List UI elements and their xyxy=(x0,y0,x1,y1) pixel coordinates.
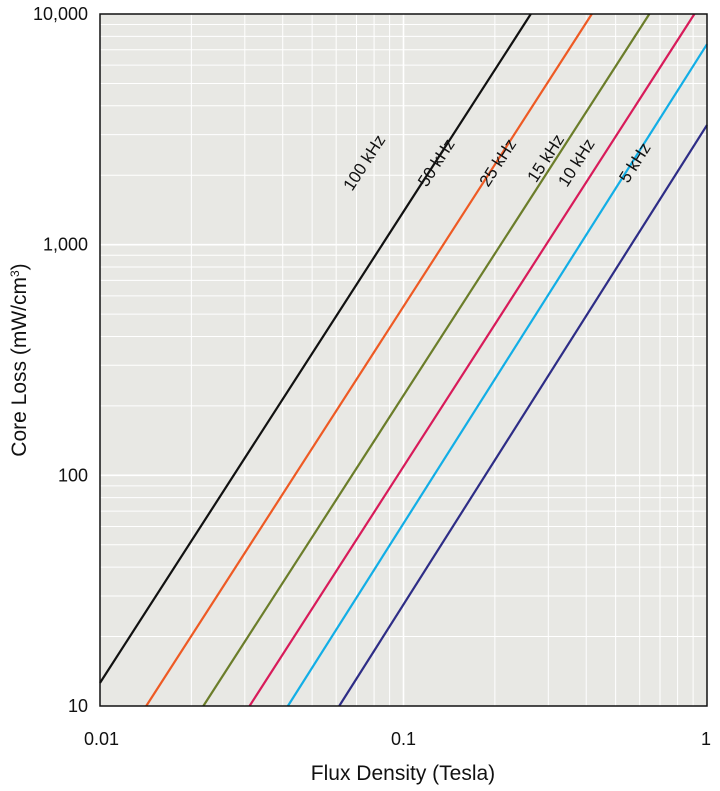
plot-frame xyxy=(99,13,708,707)
x-tick-label: 0.1 xyxy=(391,729,416,749)
y-axis-label: Core Loss (mW/cm3) xyxy=(8,263,31,456)
y-tick-labels: 10 100 1,000 10,000 xyxy=(33,4,88,716)
x-axis-label: Flux Density (Tesla) xyxy=(311,762,495,785)
y-tick-label: 10 xyxy=(68,696,88,716)
gridlines xyxy=(100,14,707,706)
data-lines xyxy=(99,13,708,707)
x-tick-label: 1 xyxy=(701,729,711,749)
y-tick-label: 1,000 xyxy=(43,235,88,255)
series-line-10-khz xyxy=(286,43,708,707)
y-tick-label: 10,000 xyxy=(33,4,88,24)
y-axis-label-suffix: ) xyxy=(8,263,31,270)
series-line-100-khz xyxy=(99,13,532,684)
x-tick-labels: 0.01 0.1 1 xyxy=(84,729,711,749)
x-tick-label: 0.01 xyxy=(84,729,119,749)
series-line-50-khz xyxy=(145,13,593,707)
series-line-15-khz xyxy=(248,13,696,707)
y-axis-label-main: Core Loss (mW/cm xyxy=(8,277,31,457)
series-line-5-khz xyxy=(338,124,708,707)
y-tick-label: 100 xyxy=(58,465,88,485)
y-axis-label-superscript: 3 xyxy=(8,270,22,277)
series-line-25-khz xyxy=(202,13,651,707)
